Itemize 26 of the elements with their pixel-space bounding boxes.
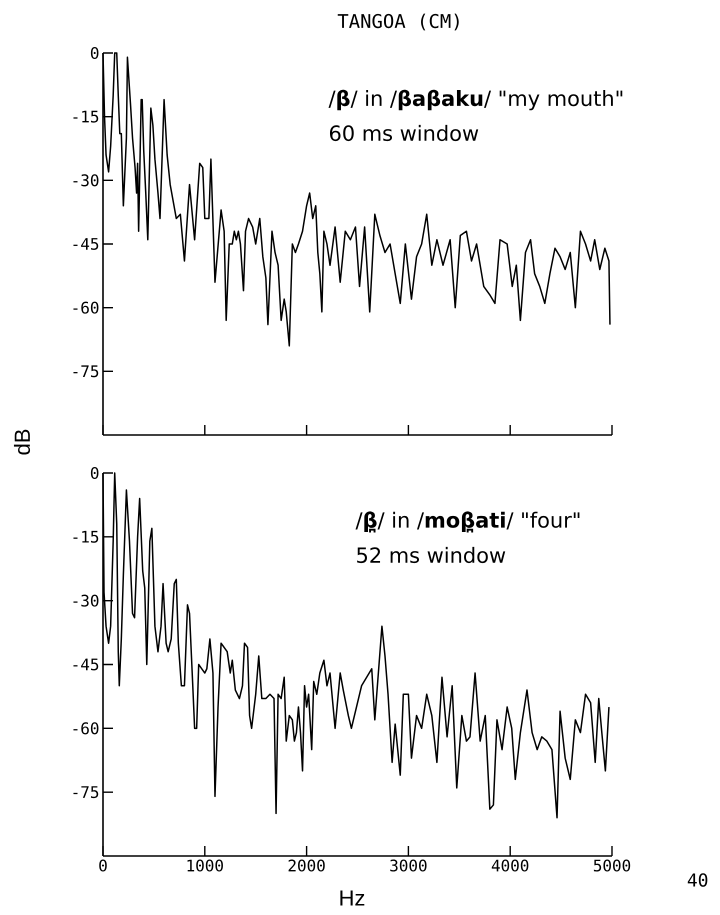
y-tick-label: -60	[73, 722, 98, 734]
y-tick-label: -15	[73, 530, 98, 543]
y-tick-label: 0	[90, 46, 98, 60]
x-tick-label: 0	[99, 860, 107, 872]
x-tick-label: 5000	[594, 860, 630, 872]
y-tick-label: -75	[73, 365, 98, 378]
y-tick-label: 0	[90, 466, 98, 480]
chart-title: TANGOA (CM)	[338, 14, 459, 30]
y-tick-label: -60	[73, 302, 98, 314]
x-tick-label: 2000	[288, 860, 325, 872]
annotation: 60 ms window	[330, 124, 478, 142]
y-tick-label: -30	[73, 174, 98, 186]
y-tick-label: -45	[73, 658, 98, 670]
x-tick-label: 3000	[390, 860, 427, 872]
annotation: /β̪/ in /moβ̪ati/ "four"	[356, 511, 580, 533]
y-tick-label: -75	[73, 786, 98, 798]
y-axis-title: dB	[14, 430, 30, 454]
x-tick-label: 4000	[492, 860, 528, 872]
x-tick-label: 1000	[188, 860, 223, 872]
text: 40	[688, 873, 708, 887]
y-tick-label: -30	[73, 594, 98, 607]
y-tick-label: -45	[73, 238, 98, 250]
annotation: /β/ in /βaβaku/ "my mouth"	[328, 90, 622, 110]
y-tick-label: -15	[73, 110, 98, 123]
annotation: 52 ms window	[357, 546, 506, 564]
x-axis-title: Hz	[340, 890, 364, 906]
